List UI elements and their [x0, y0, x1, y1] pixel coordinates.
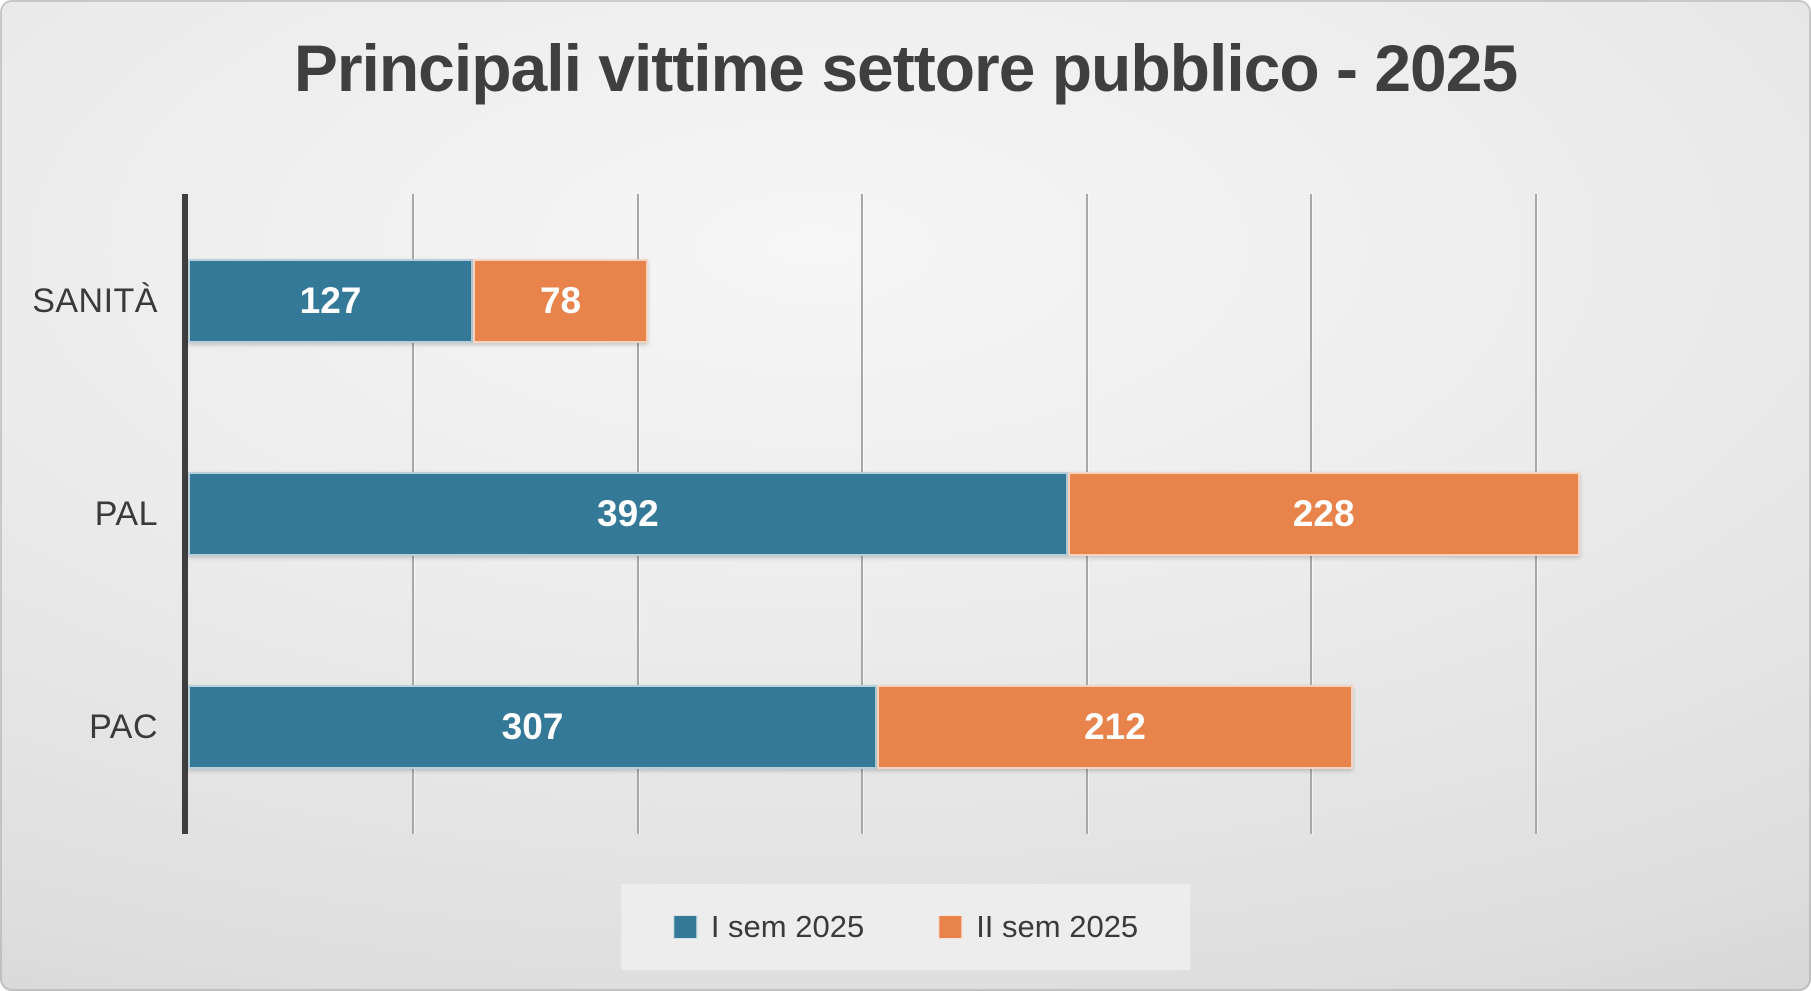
category-label: SANITÀ	[32, 281, 158, 320]
bar-value-label: 212	[1084, 706, 1146, 748]
category-label: PAC	[89, 708, 158, 747]
bar-segment-i-sem: 392	[188, 472, 1068, 556]
bar-segment-i-sem: 307	[188, 685, 878, 770]
legend-item: II sem 2025	[938, 909, 1138, 945]
bar-segment-ii-sem: 212	[877, 685, 1353, 770]
legend-label: II sem 2025	[976, 909, 1139, 944]
plot-area: 127 78 392 228 307 212	[182, 194, 1804, 834]
legend-swatch-icon	[938, 915, 963, 939]
bar-row: 127 78	[188, 258, 1804, 343]
bar-row: 392 228	[188, 472, 1804, 556]
bar-segment-i-sem: 127	[188, 258, 474, 343]
bar-value-label: 307	[501, 706, 564, 748]
category-label: PAL	[94, 495, 158, 533]
legend-item: I sem 2025	[672, 909, 865, 945]
bar-segment-ii-sem: 78	[473, 258, 649, 343]
bar-value-label: 392	[597, 493, 659, 534]
y-axis-line	[182, 194, 188, 834]
bar-segment-ii-sem: 228	[1067, 472, 1580, 556]
bar-row: 307 212	[188, 685, 1804, 770]
chart-title: Principali vittime settore pubblico - 20…	[293, 31, 1518, 105]
bar-value-label: 127	[299, 279, 362, 321]
legend: I sem 2025 II sem 2025	[620, 884, 1191, 970]
bar-value-label: 78	[539, 279, 582, 321]
legend-swatch-icon	[672, 915, 697, 939]
bar-value-label: 228	[1292, 493, 1355, 534]
legend-label: I sem 2025	[710, 909, 865, 944]
